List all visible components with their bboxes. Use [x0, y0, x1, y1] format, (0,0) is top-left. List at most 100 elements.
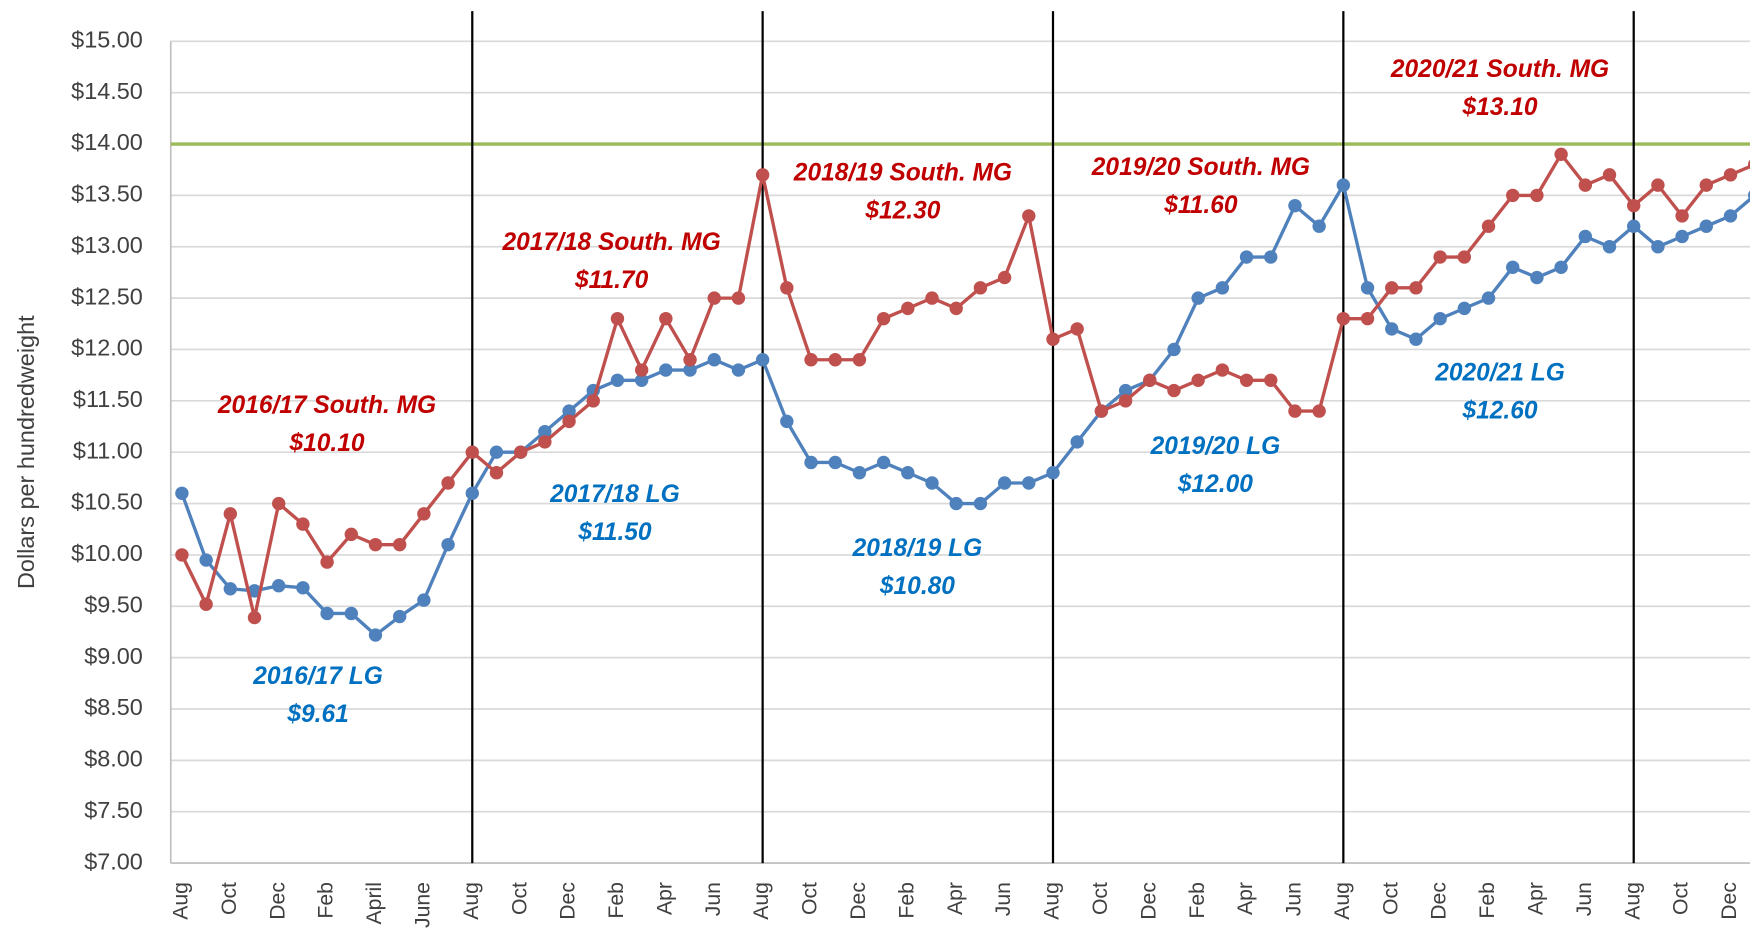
data-point [538, 424, 552, 439]
data-point [489, 445, 504, 459]
data-point [1602, 240, 1617, 254]
x-tick-label: Dec [266, 882, 289, 920]
data-point [1022, 476, 1036, 490]
data-point [949, 496, 963, 511]
data-point [925, 291, 939, 305]
data-point [876, 311, 891, 326]
data-point [1143, 373, 1157, 387]
data-point [272, 496, 286, 511]
y-tick-label: $11.50 [73, 386, 143, 412]
data-point [272, 579, 286, 593]
y-tick-label: $12.50 [71, 283, 143, 309]
annotation: $11.70 [574, 267, 649, 294]
x-tick-label: Dec [557, 882, 580, 920]
data-point [852, 353, 867, 367]
x-tick-label: Dec [1718, 882, 1741, 920]
annotation: $11.50 [577, 519, 652, 546]
data-point [223, 507, 238, 521]
data-point [586, 394, 600, 408]
data-point [634, 373, 649, 387]
y-tick-label: $15.00 [71, 26, 143, 52]
data-point [417, 593, 431, 607]
data-point [901, 466, 915, 480]
annotation: 2019/20 LG [1150, 433, 1281, 460]
data-point [538, 435, 552, 449]
x-tick-label: Oct [1089, 882, 1112, 915]
data-point [1336, 311, 1351, 326]
data-point [562, 414, 576, 429]
data-point [1239, 373, 1254, 387]
data-point [441, 537, 455, 552]
x-tick-label: Jun [992, 882, 1015, 916]
y-tick-label: $11.00 [73, 437, 143, 463]
data-point [1481, 219, 1496, 233]
data-point [1022, 209, 1036, 223]
data-point [973, 281, 988, 295]
data-point [1506, 260, 1520, 274]
data-point [199, 553, 213, 567]
data-point [441, 476, 455, 490]
x-tick-label: Feb [895, 882, 918, 919]
data-point [1191, 291, 1205, 305]
data-point [1360, 311, 1375, 326]
plot-area [175, 147, 1750, 642]
data-point [1747, 190, 1750, 201]
data-point [1723, 168, 1738, 182]
data-point [683, 353, 697, 367]
data-point [320, 606, 334, 621]
data-point [659, 311, 673, 326]
data-point [247, 610, 262, 625]
data-point [755, 353, 770, 367]
x-tick-label: Feb [1186, 882, 1209, 919]
data-point [1433, 250, 1447, 264]
data-point [659, 363, 673, 377]
data-point [1312, 404, 1326, 418]
y-tick-label: $14.00 [71, 129, 143, 155]
x-tick-label: Oct [218, 882, 241, 915]
annotation: $12.30 [864, 198, 940, 225]
annotation: $11.60 [1163, 192, 1238, 219]
data-point [973, 496, 988, 511]
x-tick-label: Apr [1234, 882, 1257, 915]
data-point [368, 628, 383, 642]
data-point [1578, 178, 1593, 192]
data-point [1070, 322, 1084, 336]
x-tick-label: Aug [1041, 882, 1064, 920]
annotation: 2020/21 South. MG [1390, 56, 1609, 83]
data-point [925, 476, 939, 490]
data-point [1481, 291, 1496, 305]
data-point [755, 168, 770, 182]
data-point [1118, 383, 1133, 398]
annotation: 2019/20 South. MG [1091, 154, 1310, 181]
data-point [1747, 159, 1750, 170]
data-point [562, 404, 576, 418]
data-point [780, 281, 794, 295]
data-point [1215, 281, 1230, 295]
data-point [175, 486, 189, 500]
annotation: 2020/21 LG [1434, 360, 1565, 387]
x-tick-label: Aug [1621, 882, 1644, 920]
data-point [610, 373, 625, 387]
y-tick-label: $7.50 [84, 797, 143, 823]
data-point [296, 517, 310, 531]
annotation: $10.80 [879, 573, 955, 600]
data-point [828, 353, 842, 367]
data-point [610, 311, 625, 326]
data-point [1264, 250, 1278, 264]
data-point [1554, 147, 1568, 162]
data-point [780, 414, 794, 429]
data-point [1336, 178, 1351, 192]
annotation: 2017/18 LG [549, 481, 680, 508]
x-tick-label: Feb [605, 882, 628, 919]
data-point [489, 466, 504, 480]
x-tick-label: Dec [1428, 882, 1451, 920]
data-point [1046, 332, 1060, 346]
annotation: 2018/19 LG [852, 535, 983, 562]
data-point [1457, 250, 1472, 264]
data-point [1385, 281, 1399, 295]
x-tick-label: Oct [508, 882, 531, 915]
data-point [1433, 311, 1447, 326]
annotation: $13.10 [1461, 94, 1537, 121]
data-point [1675, 209, 1689, 223]
data-point [1288, 198, 1302, 213]
